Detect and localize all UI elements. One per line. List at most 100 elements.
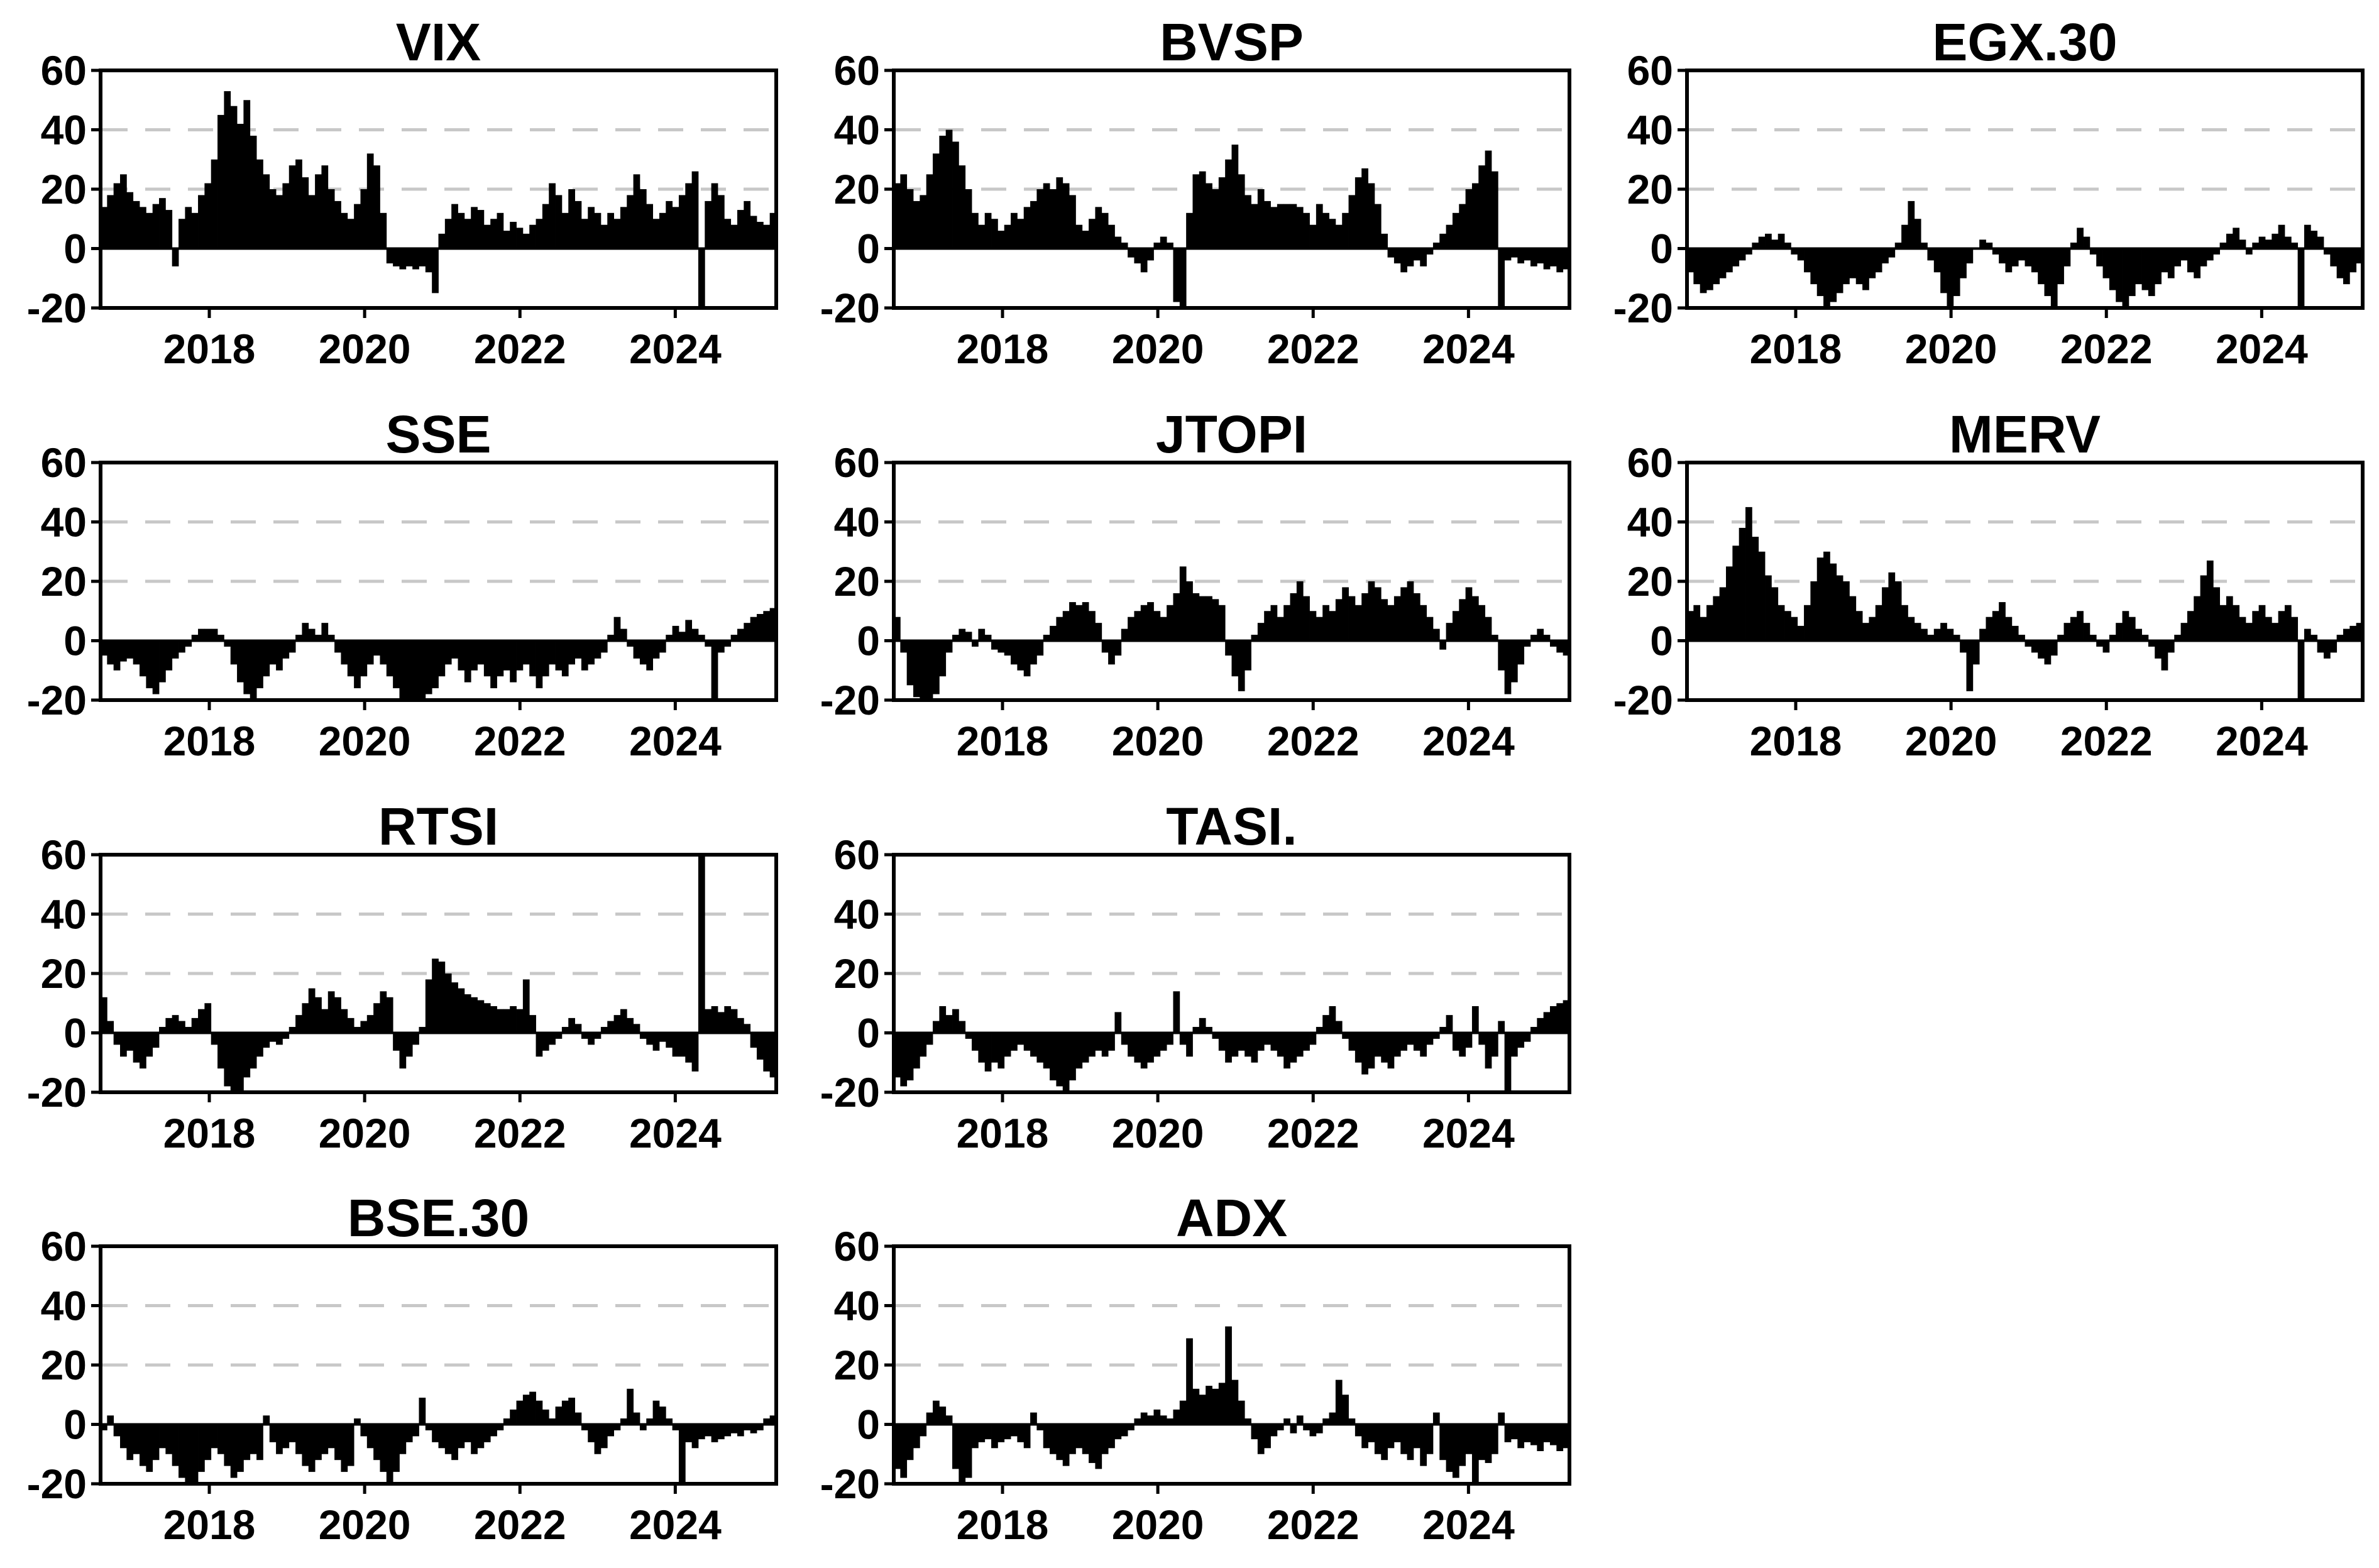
bar [334,200,341,249]
bar [1563,1424,1570,1449]
bar [1452,1033,1459,1051]
bar [972,1424,979,1449]
bar [1199,171,1206,249]
bar [308,1424,316,1472]
panel-rtsi: 60 40 20 0 -20 2018 2020 2022 2024 RTSI [27,797,778,1156]
bar [1517,1424,1525,1449]
bar [432,958,439,1033]
bar [295,635,302,641]
bar [965,189,972,249]
y-axis-tick-label: 60 [41,1223,87,1269]
bar [2343,628,2350,641]
bar [276,1033,283,1045]
bar [620,628,627,641]
plot-box [99,461,778,702]
bars [101,91,777,308]
bar [1478,1033,1486,1045]
bar [1432,628,1440,641]
bar [1186,212,1193,249]
x-axis-tick-label: 2024 [629,718,722,764]
bar [165,210,173,249]
bar [1921,628,1928,641]
bar [633,640,640,659]
bar [101,1424,107,1430]
bar [2070,617,2077,641]
y-axis-tick-label: 60 [834,831,880,878]
x-axis-tick-label: 2020 [319,326,411,372]
bar [1335,599,1343,641]
bar [639,640,647,665]
bar [666,1033,673,1048]
bar [1206,1386,1212,1425]
bar [1011,212,1018,249]
bar [1732,248,1740,266]
bar [2148,248,2155,297]
panel-sse: 60 40 20 0 -20 2018 2020 2022 2024 SSE [27,405,778,764]
bar [113,1033,121,1045]
bar [217,1033,224,1069]
bar [2252,243,2260,249]
bar [561,1400,569,1425]
bar [282,183,290,249]
bar [2284,236,2292,249]
bar [243,100,251,249]
panel-title: EGX.30 [1932,13,2117,72]
bar [724,640,732,647]
bar [1303,1424,1310,1430]
bar [458,212,465,249]
bar [549,183,556,249]
panel-bse-30: 60 40 20 0 -20 2018 2020 2022 2024 BSE.30 [27,1188,778,1548]
bar [1986,243,1993,249]
bar [217,1424,224,1454]
bar [1206,596,1212,641]
y-axis-tick-label: -20 [27,1069,87,1116]
bar [1062,1033,1070,1092]
y-axis-tick-label: 0 [857,1010,880,1056]
bar [483,1003,491,1033]
bar [302,623,309,641]
bar [1101,640,1109,653]
bar [568,189,575,249]
bar [490,219,497,249]
bar [1089,611,1096,641]
bar [1986,617,1993,641]
bar [1446,224,1453,249]
bar [1510,1424,1518,1440]
bar [1687,611,1694,641]
bar [2336,635,2344,641]
bar [724,1006,732,1033]
bar [1095,623,1102,641]
y-axis-tick-label: 0 [857,1401,880,1448]
bar [1914,219,1921,249]
bar [1459,204,1466,249]
bar [1901,605,1908,641]
bar [1270,207,1278,249]
bar [204,628,212,641]
bar [2304,224,2311,249]
bar [991,1424,998,1449]
bar [1960,248,1967,278]
bar [900,174,908,249]
bar [1517,1033,1525,1048]
bar [1206,183,1212,249]
bar [2135,248,2142,285]
x-axis-tick-label: 2022 [474,1501,566,1548]
panel-title: VIX [396,13,481,72]
bar [315,635,322,641]
bar [1439,233,1447,249]
bar [1485,1424,1492,1463]
bar [2187,611,2194,641]
bar [288,165,296,249]
bar [444,640,452,665]
bar [1491,1424,1498,1454]
bar [1134,248,1141,264]
bar [1043,183,1050,249]
bar [2239,239,2246,249]
bar [627,195,634,249]
bar [1530,1027,1537,1033]
bar [503,1418,510,1425]
bar [2194,248,2200,278]
bar [1726,566,1733,641]
bar [984,1424,992,1440]
bar [1218,605,1226,641]
